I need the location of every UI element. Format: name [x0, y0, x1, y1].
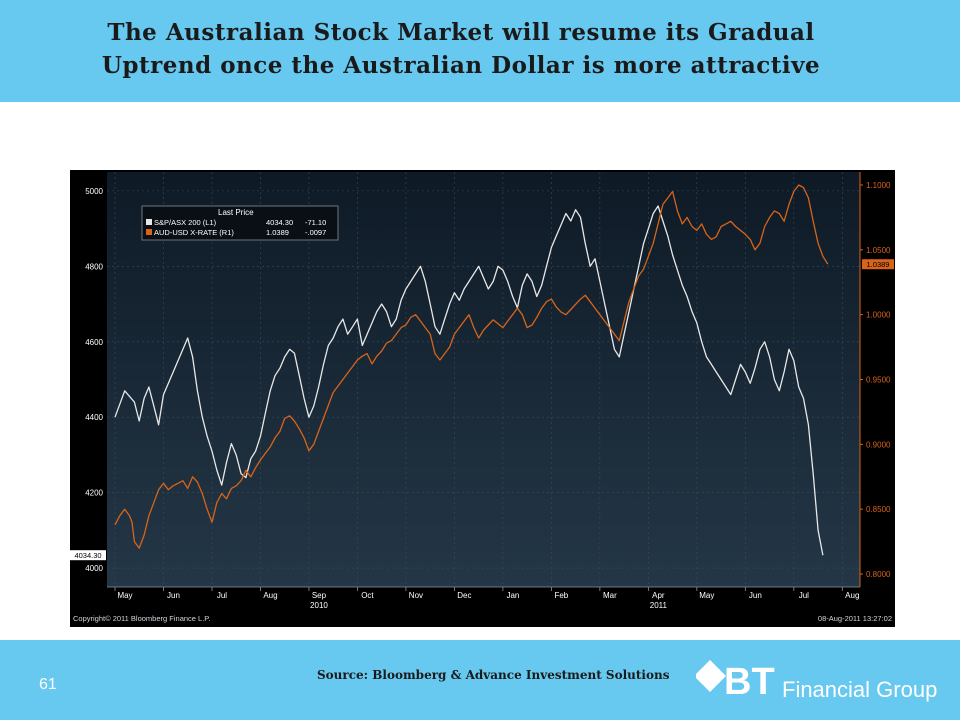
- legend-change-1: -71.10: [305, 218, 326, 227]
- x-tick-label: Mar: [603, 591, 617, 600]
- legend-last-2: 1.0389: [266, 228, 289, 237]
- copyright-text: Copyright© 2011 Bloomberg Finance L.P.: [73, 614, 210, 623]
- legend-swatch-1: [146, 219, 152, 225]
- legend-header: Last Price: [218, 208, 254, 217]
- x-tick-label: Jul: [217, 591, 227, 600]
- x-tick-label: Aug: [845, 591, 859, 600]
- legend-label-2: AUD-USD X-RATE (R1): [154, 228, 234, 237]
- y-left-tick-label: 4800: [85, 262, 103, 271]
- x-tick-label: Apr: [652, 591, 665, 600]
- x-tick-label: Oct: [361, 591, 374, 600]
- x-tick-label: May: [117, 591, 132, 600]
- bt-logo: BT Financial Group: [696, 660, 937, 703]
- bt-logo-diamond-icon: [696, 660, 726, 692]
- y-left-tick-label: 4600: [85, 338, 103, 347]
- legend-change-2: -.0097: [305, 228, 326, 237]
- bt-logo-subtext: Financial Group: [782, 677, 937, 702]
- title-band: [0, 0, 960, 102]
- x-tick-label: Sep: [312, 591, 327, 600]
- series-audusd-line: [114, 184, 829, 549]
- page-number: 61: [39, 676, 57, 693]
- x-tick-label: Aug: [263, 591, 277, 600]
- slide-title-line-2: Uptrend once the Australian Dollar is mo…: [101, 52, 821, 79]
- x-year-label: 2011: [650, 601, 668, 610]
- x-tick-label: Feb: [554, 591, 568, 600]
- y-right-tick-label: 0.8000: [866, 570, 891, 579]
- y-left-tick-label: 4200: [85, 489, 103, 498]
- y-right-tick-label: 1.0000: [866, 311, 891, 320]
- x-tick-label: Dec: [457, 591, 471, 600]
- y-left-tick-label: 4400: [85, 413, 103, 422]
- y-left-last-value-box: [70, 550, 106, 561]
- series-asx200-line: [114, 205, 824, 556]
- legend: Last Price S&P/ASX 200 (L1) 4034.30 -71.…: [141, 205, 339, 241]
- x-tick-label: Jun: [749, 591, 762, 600]
- y-left-tick-label: 5000: [85, 187, 103, 196]
- y-right-tick-label: 0.9000: [866, 440, 891, 449]
- x-tick-label: Jan: [506, 591, 519, 600]
- source-note: Source: Bloomberg & Advance Investment S…: [317, 668, 670, 682]
- y-right-tick-label: 0.8500: [866, 505, 891, 514]
- legend-label-1: S&P/ASX 200 (L1): [154, 218, 217, 227]
- legend-swatch-2: [146, 229, 152, 235]
- slide-title: The Australian Stock Market will resume …: [0, 16, 922, 82]
- legend-last-1: 4034.30: [266, 218, 293, 227]
- legend-box: [141, 205, 339, 241]
- y-right-tick-label: 1.0500: [866, 246, 891, 255]
- y-left-tick-label: 4000: [85, 564, 103, 573]
- y-right-tick-label: 0.9500: [866, 376, 891, 385]
- slide-title-line-1: The Australian Stock Market will resume …: [107, 19, 815, 46]
- x-tick-label: May: [699, 591, 714, 600]
- y-right-last-value-box: [862, 259, 894, 270]
- x-year-label: 2010: [310, 601, 328, 610]
- x-tick-label: Nov: [409, 591, 423, 600]
- x-tick-label: Jun: [167, 591, 180, 600]
- timestamp-text: 08-Aug-2011 13:27:02: [818, 614, 892, 623]
- y-left-last-value: 4034.30: [74, 551, 101, 560]
- footer-band: [0, 640, 960, 720]
- bt-logo-text: BT: [724, 661, 775, 703]
- x-tick-label: Jul: [799, 591, 809, 600]
- y-right-last-value: 1.0389: [867, 260, 890, 269]
- plot-area: [107, 172, 860, 587]
- bloomberg-chart: 4000 4200 4400 4600 4800 5000 4034.30 0.8000 0.…: [70, 170, 895, 627]
- chart-svg: 4000 4200 4400 4600 4800 5000 4034.30 0.8000 0.…: [70, 170, 895, 627]
- y-right-tick-label: 1.1000: [866, 181, 891, 190]
